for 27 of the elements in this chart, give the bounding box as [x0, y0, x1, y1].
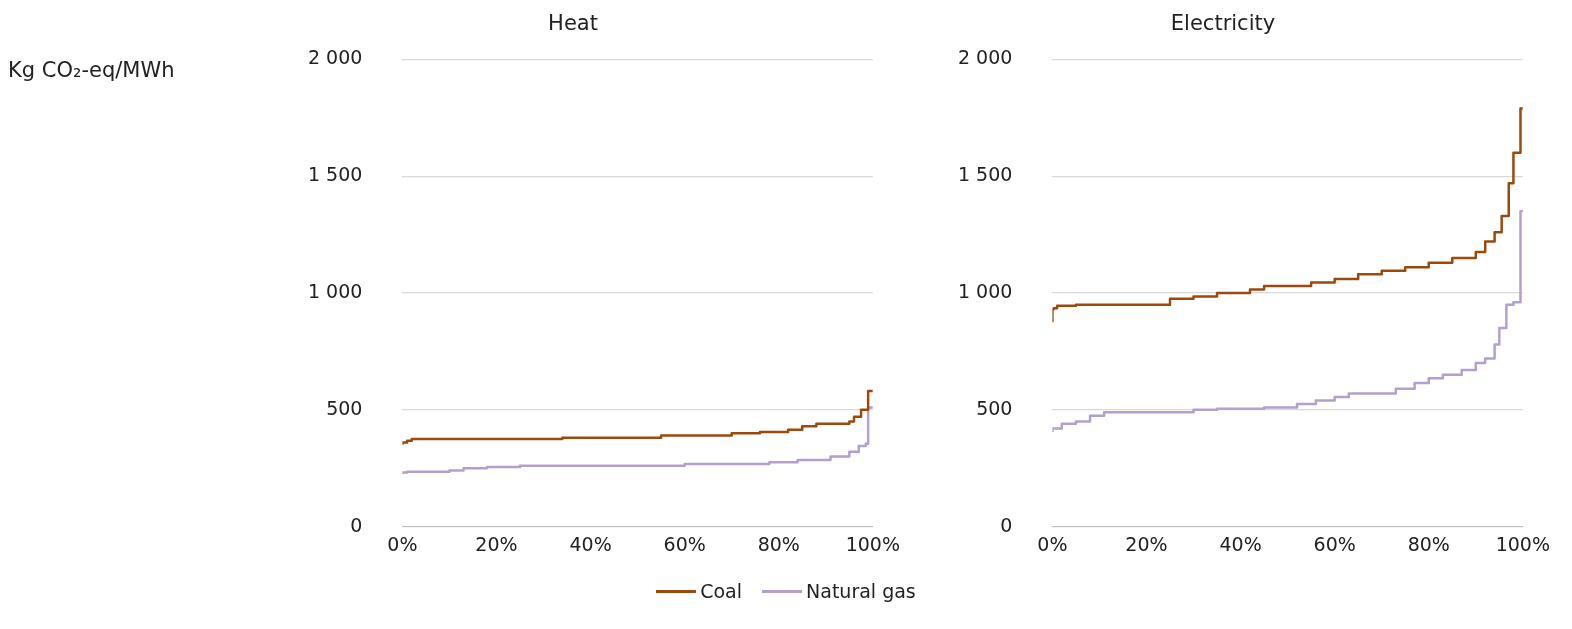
x-tick-label: 100% — [845, 532, 900, 555]
y-tick-label: 1 000 — [307, 279, 363, 302]
x-tick-label: 40% — [569, 532, 612, 555]
x-tick-label: 100% — [1495, 532, 1550, 555]
y-tick-label: 1 500 — [307, 163, 363, 186]
y-tick-label: 0 — [350, 513, 363, 536]
x-tick-label: 0% — [387, 532, 418, 555]
y-tick-label: 1 500 — [957, 163, 1013, 186]
x-tick-label: 60% — [1313, 532, 1356, 555]
legend-label: Coal — [700, 580, 743, 602]
y-tick-label: 2 000 — [957, 46, 1013, 69]
x-tick-label: 20% — [1125, 532, 1168, 555]
chart-title: Electricity — [1170, 11, 1276, 36]
x-tick-label: 60% — [663, 532, 706, 555]
y-tick-label: 0 — [1000, 513, 1013, 536]
x-tick-label: 20% — [475, 532, 518, 555]
x-tick-label: 80% — [1407, 532, 1450, 555]
legend-label: Natural gas — [806, 580, 916, 602]
y-tick-label: 1 000 — [957, 279, 1013, 302]
x-tick-label: 0% — [1037, 532, 1068, 555]
y-axis-title: Kg CO₂-eq/MWh — [8, 58, 176, 82]
x-tick-label: 40% — [1219, 532, 1262, 555]
y-tick-label: 500 — [326, 396, 363, 419]
y-tick-label: 500 — [976, 396, 1013, 419]
y-tick-label: 2 000 — [307, 46, 363, 69]
x-tick-label: 80% — [757, 532, 800, 555]
chart-title: Heat — [548, 11, 598, 36]
